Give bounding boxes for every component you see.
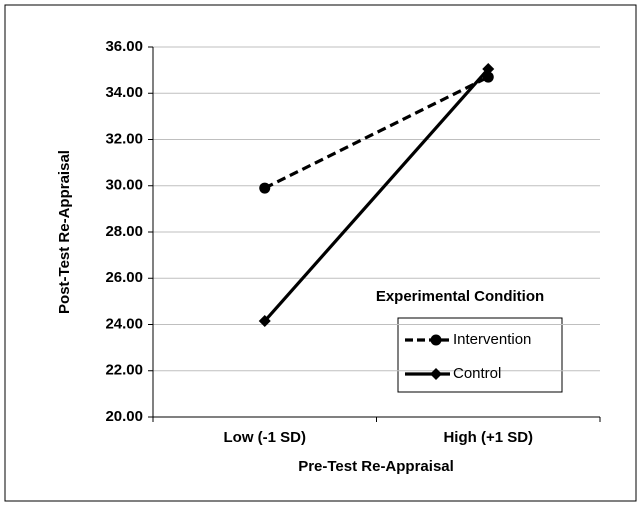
x-tick-label: High (+1 SD) bbox=[443, 429, 533, 446]
legend-marker bbox=[430, 368, 442, 380]
legend-label: Intervention bbox=[453, 331, 531, 348]
y-tick-label: 22.00 bbox=[105, 362, 143, 379]
y-tick-label: 36.00 bbox=[105, 38, 143, 55]
legend-box bbox=[397, 317, 563, 393]
y-tick-label: 30.00 bbox=[105, 177, 143, 194]
y-tick-label: 32.00 bbox=[105, 130, 143, 147]
chart-border bbox=[4, 4, 637, 502]
y-tick-label: 26.00 bbox=[105, 269, 143, 286]
y-tick-label: 24.00 bbox=[105, 315, 143, 332]
y-tick-label: 28.00 bbox=[105, 223, 143, 240]
legend-label: Control bbox=[453, 365, 501, 382]
y-axis-label: Post-Test Re-Appraisal bbox=[56, 150, 73, 314]
point bbox=[258, 315, 271, 328]
series-line bbox=[263, 67, 490, 323]
legend-title: Experimental Condition bbox=[376, 288, 544, 305]
legend-marker bbox=[430, 334, 442, 346]
x-tick-label: Low (-1 SD) bbox=[224, 429, 307, 446]
y-tick-label: 20.00 bbox=[105, 408, 143, 425]
point bbox=[482, 62, 495, 75]
point bbox=[259, 182, 271, 194]
x-axis-label: Pre-Test Re-Appraisal bbox=[298, 458, 454, 475]
y-tick-label: 34.00 bbox=[105, 84, 143, 101]
